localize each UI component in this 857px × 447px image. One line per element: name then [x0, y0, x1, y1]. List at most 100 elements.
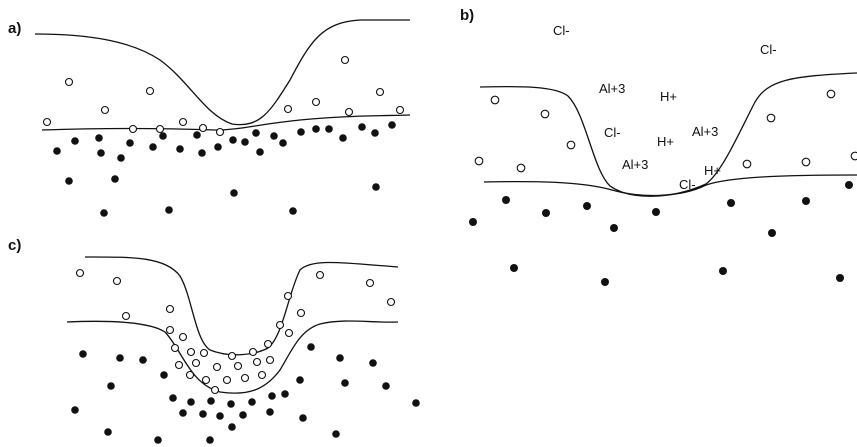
panel-b-ions: Cl- Cl- Al+3 H+ Cl- H+ Al+3 Al+3 H+ Cl- [553, 23, 777, 192]
solid-particle [193, 131, 201, 139]
open-particle [233, 361, 243, 371]
open-particle [178, 117, 188, 127]
solid-particle [583, 202, 591, 210]
solid-particle [199, 410, 207, 418]
open-particle [850, 151, 857, 161]
open-particle [315, 270, 325, 280]
solid-particle [289, 207, 297, 215]
solid-particle [206, 436, 214, 444]
solid-particle [281, 390, 289, 398]
open-particle [801, 157, 811, 167]
solid-particle [248, 398, 256, 406]
open-particle [365, 278, 375, 288]
solid-particle [412, 399, 420, 407]
solid-particle [325, 125, 333, 133]
panel-c: c) [8, 237, 420, 444]
open-particle [540, 109, 550, 119]
solid-particle [65, 177, 73, 185]
open-particle [826, 89, 836, 99]
solid-particle [256, 148, 264, 156]
solid-particle [139, 356, 147, 364]
open-particle [201, 375, 211, 385]
solid-particle [100, 209, 108, 217]
solid-particle [53, 147, 61, 155]
open-particle [252, 357, 262, 367]
open-particle [222, 375, 232, 385]
solid-particle [179, 409, 187, 417]
solid-particle [371, 129, 379, 137]
open-particle [257, 370, 267, 380]
panel-a-outer-boundary [34, 19, 410, 126]
solid-particle [802, 197, 810, 205]
panel-c-open-particles [75, 268, 396, 395]
open-particle [198, 123, 208, 133]
solid-particle [652, 208, 660, 216]
open-particle [227, 351, 237, 361]
panel-c-outer-boundary [84, 256, 399, 356]
open-particle [375, 87, 385, 97]
panel-b-outer-boundary [479, 72, 857, 197]
solid-particle [95, 134, 103, 142]
panel-b-label: b) [460, 7, 474, 24]
solid-particle [279, 139, 287, 147]
panel-b: b) Cl- Cl- Al+3 H+ Cl- H+ Al+3 Al+3 H+ C… [460, 7, 857, 286]
solid-particle [332, 430, 340, 438]
solid-particle [719, 267, 727, 275]
solid-particle [154, 436, 162, 444]
open-particle [311, 97, 321, 107]
open-particle [283, 291, 293, 301]
solid-particle [169, 394, 177, 402]
open-particle [566, 140, 576, 150]
solid-particle [227, 400, 235, 408]
open-particle [283, 104, 293, 114]
solid-particle [252, 129, 260, 137]
solid-particle [388, 121, 396, 129]
solid-particle [382, 382, 390, 390]
solid-particle [176, 145, 184, 153]
open-particle [191, 358, 201, 368]
open-particle [263, 339, 273, 349]
solid-particle [312, 125, 320, 133]
solid-particle [216, 412, 224, 420]
solid-particle [111, 175, 119, 183]
solid-particle [542, 209, 550, 217]
panel-b-solid-particles [469, 181, 853, 286]
open-particle [474, 156, 484, 166]
solid-particle [104, 428, 112, 436]
open-particle [174, 360, 184, 370]
solid-particle [159, 132, 167, 140]
solid-particle [97, 149, 105, 157]
solid-particle [369, 359, 377, 367]
open-particle [344, 107, 354, 117]
open-particle [170, 343, 180, 353]
panel-a-solid-particles [53, 121, 396, 217]
solid-particle [117, 154, 125, 162]
solid-particle [229, 136, 237, 144]
open-particle [112, 276, 122, 286]
ion-label: H+ [704, 163, 721, 178]
solid-particle [502, 196, 510, 204]
ion-label: H+ [660, 89, 677, 104]
open-particle [766, 113, 776, 123]
open-particle [145, 86, 155, 96]
solid-particle [116, 354, 124, 362]
panel-b-open-particles [474, 89, 857, 173]
ion-label: Cl- [679, 177, 696, 192]
solid-particle [207, 397, 215, 405]
solid-particle [165, 206, 173, 214]
open-particle [121, 311, 131, 321]
ion-label: Al+3 [599, 81, 625, 96]
solid-particle [372, 183, 380, 191]
open-particle [248, 347, 258, 357]
ion-label: Cl- [553, 23, 570, 38]
solid-particle [230, 189, 238, 197]
solid-particle [71, 137, 79, 145]
solid-particle [160, 371, 168, 379]
open-particle [340, 55, 350, 65]
open-particle [165, 325, 175, 335]
open-particle [100, 105, 110, 115]
solid-particle [469, 218, 477, 226]
solid-particle [845, 181, 853, 189]
solid-particle [358, 123, 366, 131]
open-particle [186, 347, 196, 357]
